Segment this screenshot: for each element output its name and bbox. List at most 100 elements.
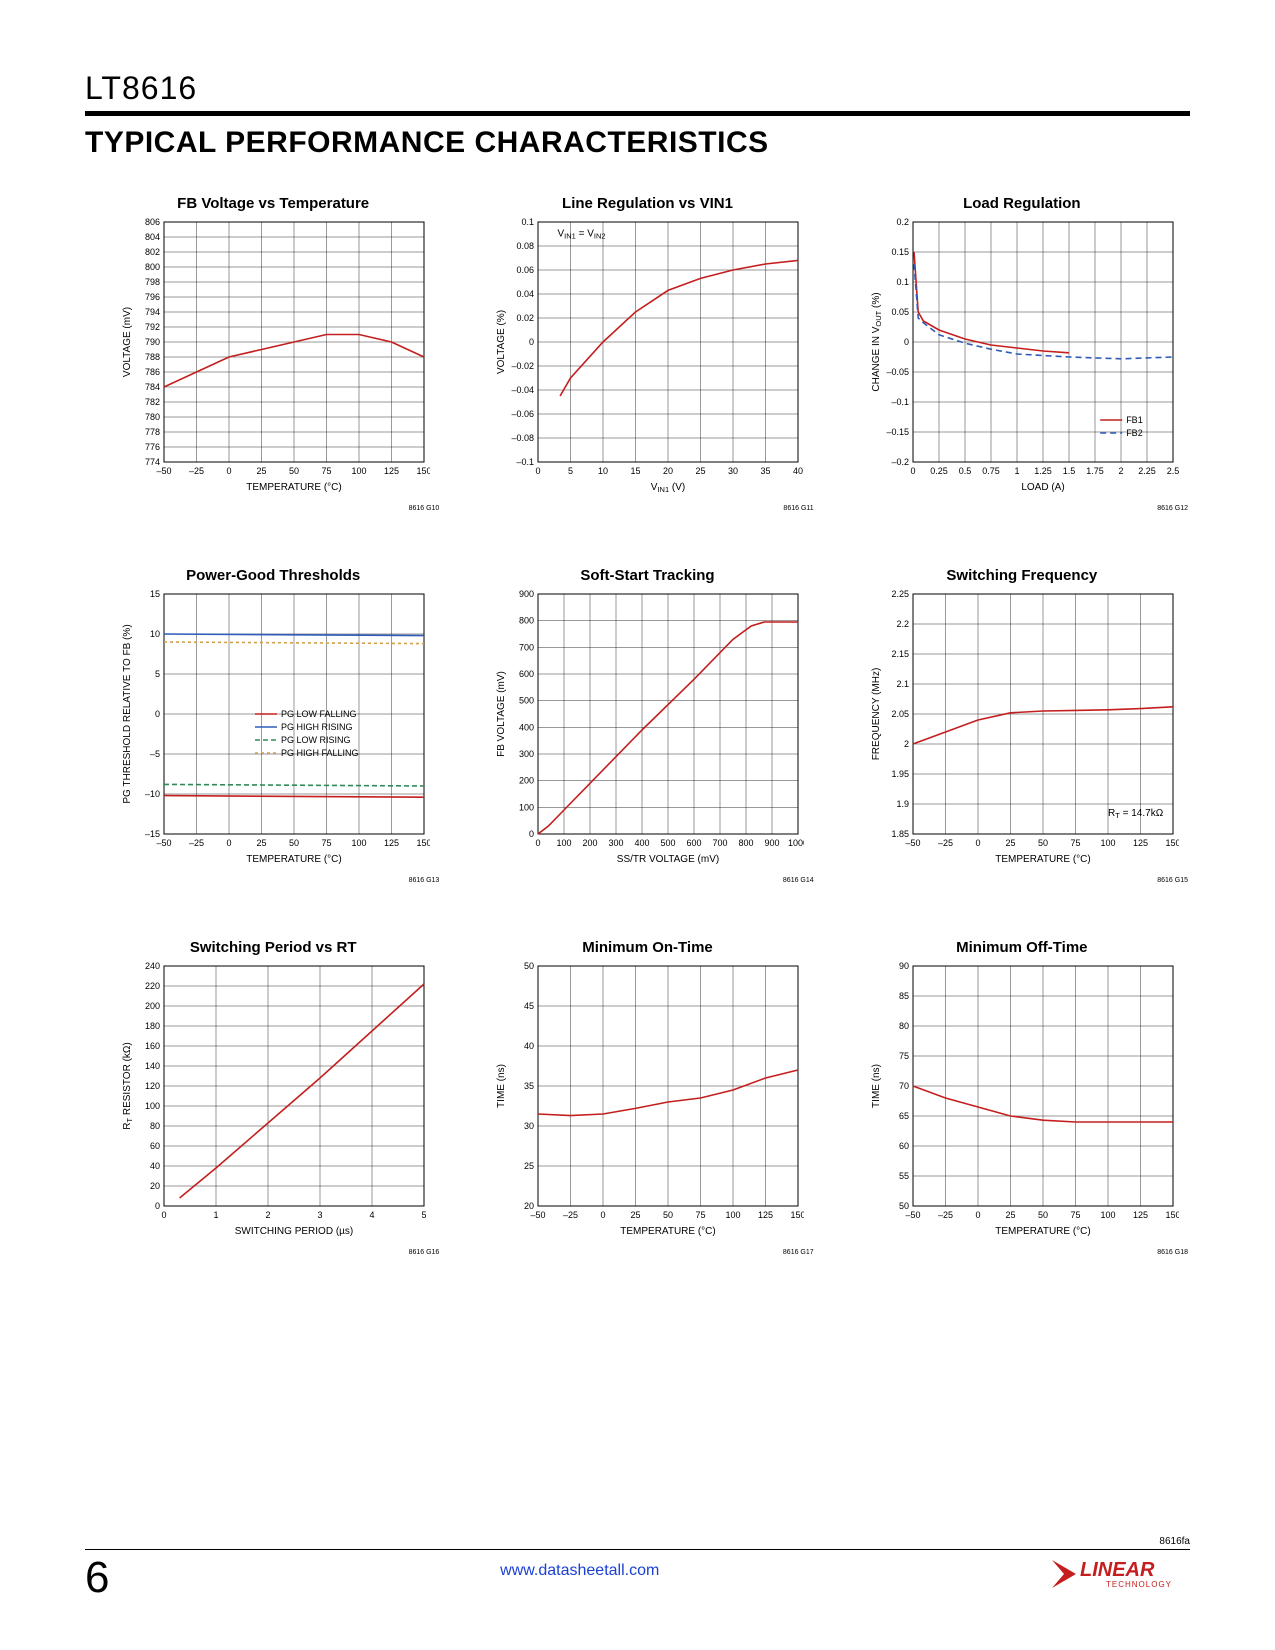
chart-plot: 0510152025303540–0.1–0.08–0.06–0.04–0.02… (490, 216, 804, 501)
svg-text:700: 700 (519, 642, 534, 652)
svg-text:60: 60 (150, 1141, 160, 1151)
svg-text:FB VOLTAGE (mV): FB VOLTAGE (mV) (496, 671, 507, 757)
svg-text:600: 600 (687, 838, 702, 848)
svg-text:SWITCHING PERIOD (µs): SWITCHING PERIOD (µs) (235, 1226, 354, 1237)
svg-text:35: 35 (761, 466, 771, 476)
chart-fignum: 8616 G12 (854, 505, 1190, 512)
svg-text:0.75: 0.75 (982, 466, 1000, 476)
svg-text:806: 806 (145, 217, 160, 227)
chart-title: FB Voltage vs Temperature (177, 195, 369, 212)
svg-text:125: 125 (1133, 1210, 1148, 1220)
svg-text:5: 5 (422, 1210, 427, 1220)
svg-text:150: 150 (1165, 1210, 1179, 1220)
svg-text:65: 65 (899, 1111, 909, 1121)
svg-text:50: 50 (663, 1210, 673, 1220)
chart-title: Minimum On-Time (582, 939, 713, 956)
svg-text:–25: –25 (938, 838, 953, 848)
svg-text:0.2: 0.2 (896, 217, 909, 227)
chart-c8: Minimum On-Time –50–25025507510012515020… (479, 939, 815, 1256)
svg-text:VOLTAGE (mV): VOLTAGE (mV) (122, 307, 133, 377)
svg-text:25: 25 (257, 838, 267, 848)
chart-title: Switching Frequency (946, 567, 1097, 584)
svg-text:100: 100 (1100, 1210, 1115, 1220)
chart-plot: 00.250.50.7511.251.51.7522.252.5–0.2–0.1… (865, 216, 1179, 501)
svg-text:0.5: 0.5 (959, 466, 972, 476)
svg-text:50: 50 (289, 838, 299, 848)
svg-text:LINEAR: LINEAR (1080, 1559, 1155, 1581)
svg-text:35: 35 (524, 1081, 534, 1091)
svg-text:25: 25 (524, 1161, 534, 1171)
svg-text:75: 75 (1070, 1210, 1080, 1220)
svg-text:2.05: 2.05 (891, 709, 909, 719)
svg-text:TEMPERATURE (°C): TEMPERATURE (°C) (621, 1226, 716, 1237)
svg-text:TIME (ns): TIME (ns) (496, 1064, 507, 1108)
chart-fignum: 8616 G13 (105, 877, 441, 884)
svg-text:500: 500 (661, 838, 676, 848)
svg-text:TEMPERATURE (°C): TEMPERATURE (°C) (995, 1226, 1090, 1237)
svg-text:2: 2 (266, 1210, 271, 1220)
chart-plot: –50–250255075100125150–15–10–5051015PG L… (116, 588, 430, 873)
svg-text:55: 55 (899, 1171, 909, 1181)
svg-text:–0.04: –0.04 (512, 385, 535, 395)
svg-text:FB1: FB1 (1126, 415, 1143, 425)
chart-plot: –50–250255075100125150774776778780782784… (116, 216, 430, 501)
svg-text:0.1: 0.1 (896, 277, 909, 287)
svg-text:500: 500 (519, 696, 534, 706)
svg-text:0: 0 (227, 466, 232, 476)
svg-text:–25: –25 (189, 466, 204, 476)
svg-text:800: 800 (519, 616, 534, 626)
svg-text:200: 200 (145, 1001, 160, 1011)
svg-text:3: 3 (318, 1210, 323, 1220)
svg-text:240: 240 (145, 961, 160, 971)
svg-text:0: 0 (536, 466, 541, 476)
svg-text:50: 50 (1038, 838, 1048, 848)
svg-text:25: 25 (696, 466, 706, 476)
svg-text:75: 75 (322, 838, 332, 848)
chart-fignum: 8616 G11 (479, 505, 815, 512)
svg-text:1.5: 1.5 (1063, 466, 1076, 476)
svg-text:1.95: 1.95 (891, 769, 909, 779)
svg-text:–0.05: –0.05 (886, 367, 909, 377)
svg-text:–0.08: –0.08 (512, 433, 535, 443)
svg-text:TEMPERATURE (°C): TEMPERATURE (°C) (995, 854, 1090, 865)
svg-text:125: 125 (758, 1210, 773, 1220)
svg-text:25: 25 (631, 1210, 641, 1220)
svg-text:2.25: 2.25 (1138, 466, 1156, 476)
svg-text:25: 25 (1005, 838, 1015, 848)
svg-text:TEMPERATURE (°C): TEMPERATURE (°C) (246, 854, 341, 865)
chart-fignum: 8616 G15 (854, 877, 1190, 884)
svg-text:80: 80 (899, 1021, 909, 1031)
svg-text:TECHNOLOGY: TECHNOLOGY (1106, 1580, 1172, 1589)
svg-text:–50: –50 (531, 1210, 546, 1220)
svg-text:–0.02: –0.02 (512, 361, 535, 371)
svg-text:786: 786 (145, 367, 160, 377)
svg-text:776: 776 (145, 442, 160, 452)
svg-text:50: 50 (289, 466, 299, 476)
svg-text:200: 200 (583, 838, 598, 848)
svg-text:100: 100 (145, 1101, 160, 1111)
svg-text:800: 800 (145, 262, 160, 272)
svg-text:10: 10 (150, 629, 160, 639)
svg-text:VIN1 = VIN2: VIN1 = VIN2 (558, 228, 606, 240)
page-footer: 8616fa 6 www.datasheetall.com LINEAR TEC… (85, 1536, 1190, 1600)
svg-text:1: 1 (1014, 466, 1019, 476)
svg-text:1.25: 1.25 (1034, 466, 1052, 476)
svg-text:800: 800 (739, 838, 754, 848)
chart-plot: –50–25025507510012515020253035404550TEMP… (490, 960, 804, 1245)
svg-text:100: 100 (352, 838, 367, 848)
svg-text:30: 30 (524, 1121, 534, 1131)
svg-text:794: 794 (145, 307, 160, 317)
svg-text:798: 798 (145, 277, 160, 287)
svg-text:784: 784 (145, 382, 160, 392)
svg-text:0.02: 0.02 (517, 313, 535, 323)
svg-text:0: 0 (529, 337, 534, 347)
header-rule (85, 111, 1190, 116)
svg-text:150: 150 (791, 1210, 805, 1220)
svg-text:900: 900 (519, 589, 534, 599)
svg-text:25: 25 (257, 466, 267, 476)
svg-text:0: 0 (904, 337, 909, 347)
svg-text:85: 85 (899, 991, 909, 1001)
chart-title: Power-Good Thresholds (186, 567, 360, 584)
footer-link[interactable]: www.datasheetall.com (500, 1562, 659, 1580)
svg-text:2.5: 2.5 (1167, 466, 1179, 476)
